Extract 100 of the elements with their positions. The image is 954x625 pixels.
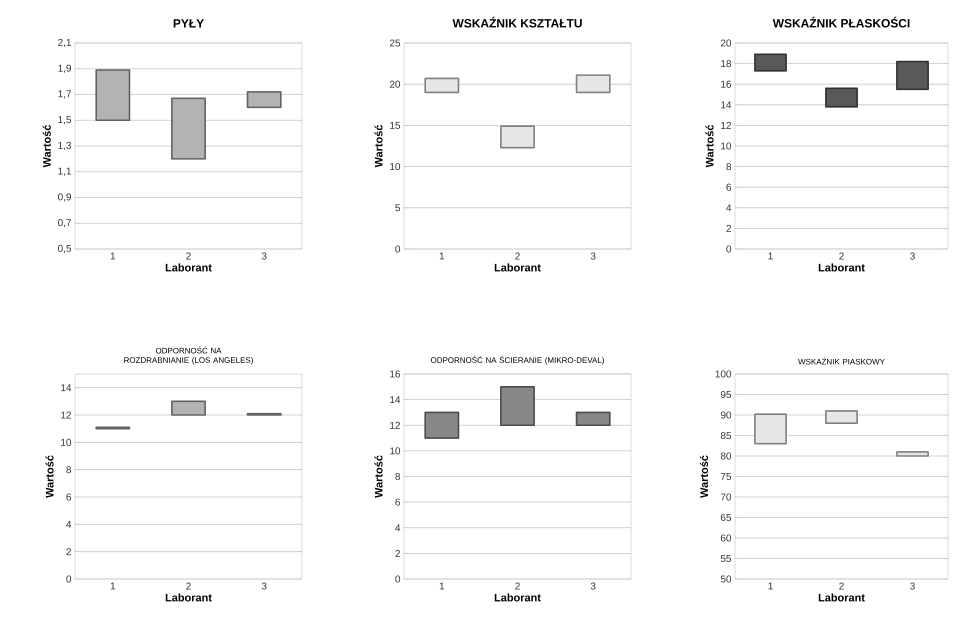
y-tick-label: 1,3 (58, 142, 72, 150)
y-tick-label: 1,5 (58, 116, 72, 124)
x-tick-label: 1 (440, 252, 444, 260)
x-tick-label: 3 (910, 582, 915, 590)
y-tick-label: 25 (390, 39, 400, 47)
y-tick-label: 2 (66, 548, 71, 556)
y-tick-label: 12 (721, 122, 731, 129)
x-axis-title: Laborant (166, 593, 212, 602)
y-tick-label: 85 (720, 432, 732, 440)
y-tick-label: 100 (716, 370, 732, 378)
chart-title: PYŁY (174, 19, 204, 28)
chart-title: WSKAŹNIK PŁASKOŚCI (772, 16, 910, 28)
bar (896, 451, 929, 457)
x-tick-label: 1 (768, 582, 773, 590)
x-axis-title: Laborant (494, 593, 541, 602)
y-tick-label: 90 (720, 411, 732, 419)
y-axis-title: Wartość (700, 455, 708, 498)
y-tick-label: 4 (66, 520, 72, 528)
y-axis-title: Wartość (45, 455, 54, 498)
x-tick-label: 2 (515, 582, 520, 590)
bar (424, 78, 460, 94)
y-tick-label: 8 (66, 466, 72, 474)
y-axis-title: Wartość (374, 455, 383, 498)
y-tick-label: 10 (390, 447, 400, 454)
y-tick-label: 10 (61, 438, 72, 446)
y-tick-label: 50 (720, 575, 732, 583)
x-axis-title: Laborant (494, 263, 541, 272)
y-tick-label: 75 (720, 473, 732, 480)
y-tick-label: 0 (395, 245, 400, 253)
x-tick-label: 3 (262, 582, 267, 590)
y-tick-label: 0 (726, 245, 732, 253)
y-tick-label: 1,7 (58, 90, 71, 99)
x-tick-label: 2 (839, 582, 844, 590)
x-tick-label: 3 (590, 252, 596, 260)
bar (754, 54, 787, 72)
y-tick-label: 0,7 (58, 219, 71, 228)
y-tick-label: 16 (721, 80, 732, 88)
y-tick-label: 20 (390, 80, 400, 88)
y-tick-label: 0,5 (58, 244, 72, 254)
y-tick-label: 6 (726, 184, 732, 191)
y-tick-label: 70 (720, 493, 732, 501)
bar (754, 413, 787, 444)
bar (246, 91, 282, 108)
y-tick-label: 2,1 (58, 38, 71, 48)
y-tick-label: 95 (720, 390, 732, 398)
y-tick-label: 12 (61, 412, 71, 418)
y-axis-title: Wartość (374, 124, 383, 168)
y-tick-label: 8 (726, 163, 732, 170)
x-tick-label: 3 (590, 582, 596, 590)
y-tick-label: 4 (726, 204, 732, 212)
y-tick-label: 14 (61, 384, 72, 392)
x-tick-label: 2 (515, 252, 520, 260)
x-tick-label: 3 (262, 252, 267, 260)
y-tick-label: 14 (390, 396, 400, 404)
y-tick-label: 0 (395, 575, 400, 583)
y-tick-label: 20 (720, 39, 732, 47)
x-axis-title: Laborant (818, 263, 865, 272)
y-tick-label: 5 (395, 204, 400, 212)
bar (500, 125, 535, 148)
y-tick-label: 0 (66, 575, 72, 583)
y-axis-title: Wartość (705, 124, 714, 168)
bar (95, 69, 130, 122)
x-axis-title: Laborant (166, 263, 212, 272)
x-tick-label: 1 (440, 582, 444, 590)
y-tick-label: 6 (66, 493, 72, 501)
y-tick-label: 14 (721, 101, 732, 108)
y-tick-label: 16 (390, 370, 400, 378)
y-tick-label: 1,9 (58, 64, 72, 73)
bar (825, 88, 858, 108)
y-tick-label: 12 (390, 422, 400, 429)
x-tick-label: 1 (110, 252, 116, 260)
y-tick-label: 80 (720, 452, 732, 460)
y-tick-label: 1,1 (58, 168, 71, 176)
x-tick-label: 2 (186, 252, 191, 260)
x-axis-title: Laborant (818, 593, 865, 602)
y-tick-label: 8 (395, 472, 400, 480)
y-tick-label: 55 (720, 555, 732, 562)
x-tick-label: 3 (910, 252, 915, 260)
y-tick-label: 60 (720, 534, 732, 542)
y-tick-label: 10 (721, 142, 732, 150)
y-tick-label: 65 (720, 514, 732, 522)
chart-title: WSKAŹNIK KSZTAŁTU (452, 16, 582, 28)
y-tick-label: 4 (395, 524, 400, 532)
y-tick-label: 2 (726, 224, 731, 232)
bar (171, 98, 206, 160)
x-tick-label: 2 (186, 582, 191, 590)
x-tick-label: 1 (768, 252, 773, 260)
y-tick-label: 0,9 (58, 193, 72, 202)
y-tick-label: 10 (390, 163, 400, 170)
bar (896, 60, 929, 90)
y-axis-title: Wartość (42, 124, 51, 168)
bar (171, 400, 206, 416)
bar (576, 74, 611, 94)
x-tick-label: 1 (110, 582, 116, 590)
y-tick-label: 6 (395, 498, 400, 506)
y-tick-label: 15 (390, 122, 400, 129)
y-tick-label: 18 (721, 60, 732, 68)
x-tick-label: 2 (839, 252, 844, 260)
y-tick-label: 2 (395, 550, 400, 557)
bar (825, 410, 858, 424)
